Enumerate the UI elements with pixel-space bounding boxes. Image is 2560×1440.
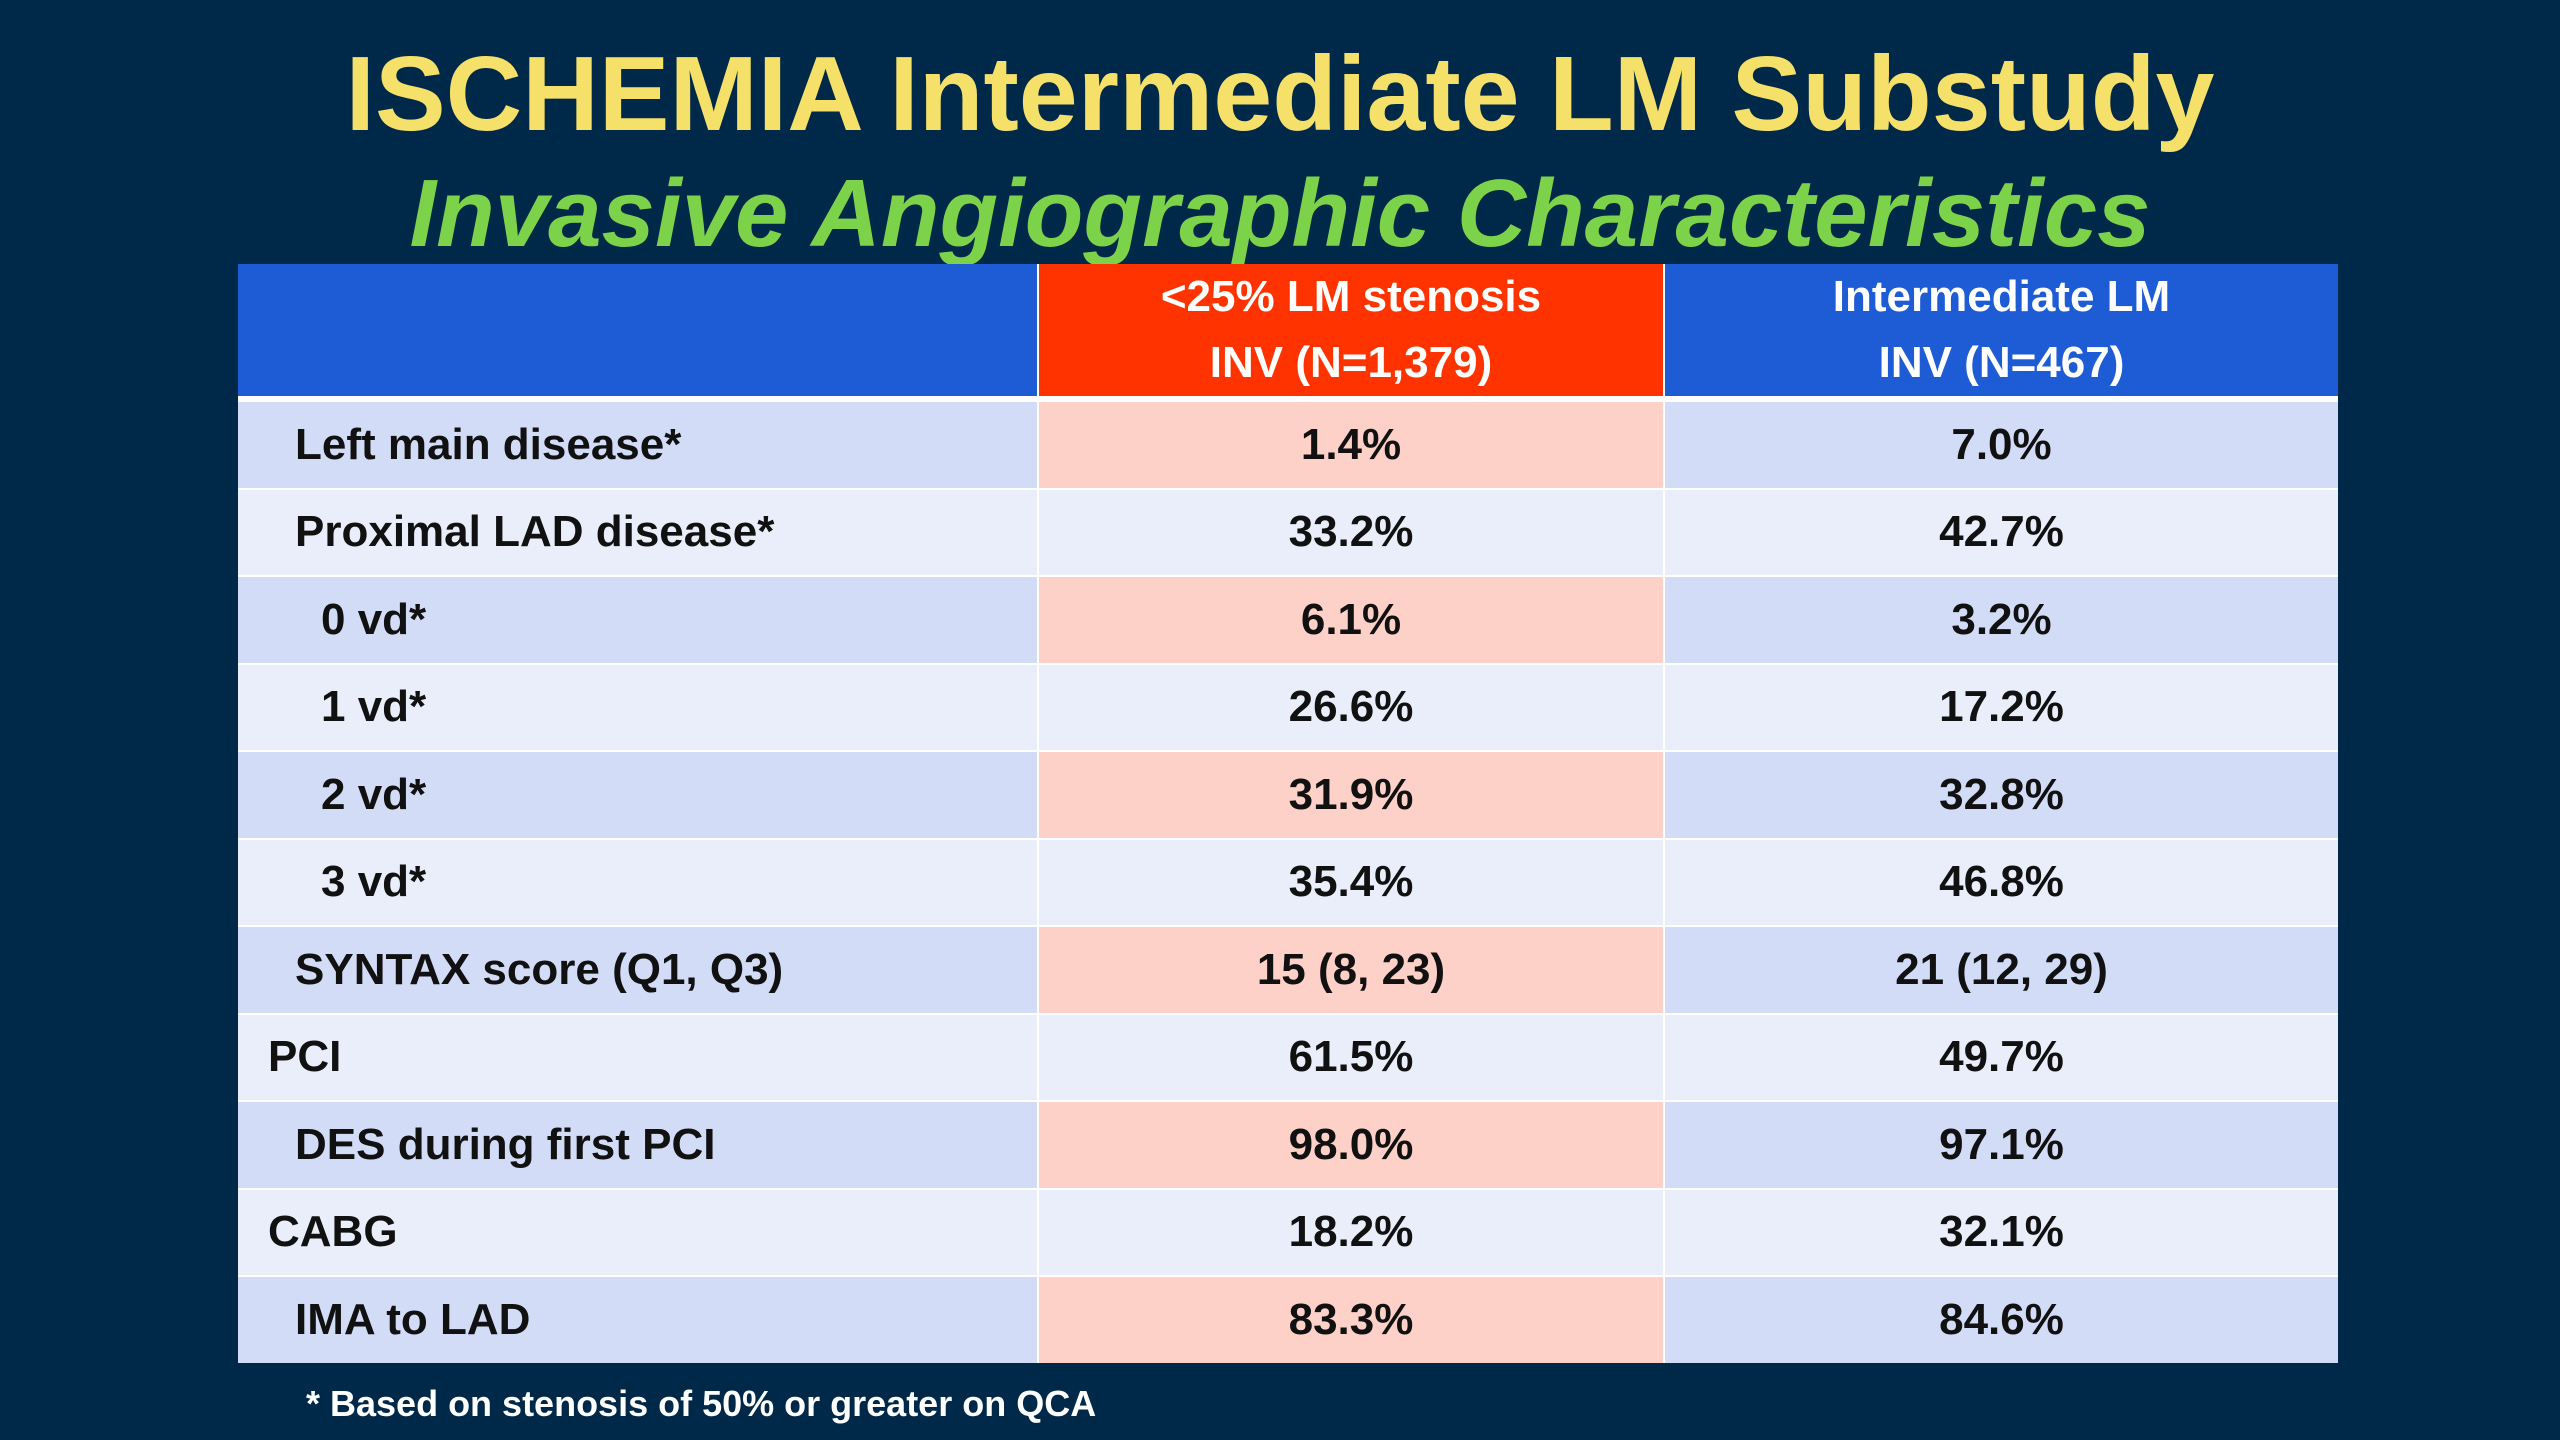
ref-value: 1.4% xyxy=(1038,398,1665,489)
ref-value: 31.9% xyxy=(1038,750,1665,839)
int-value: 42.7% xyxy=(1664,487,2338,576)
row-label: 1 vd* xyxy=(238,662,1039,751)
int-value: 17.2% xyxy=(1664,662,2338,751)
row-label: SYNTAX score (Q1, Q3) xyxy=(238,925,1039,1014)
slide-title: ISCHEMIA Intermediate LM Substudy xyxy=(345,35,2215,153)
int-value: 21 (12, 29) xyxy=(1664,925,2338,1014)
row-label: 0 vd* xyxy=(238,575,1039,664)
row-label: CABG xyxy=(238,1187,1039,1276)
table-row: CABG 18.2% 32.1% xyxy=(238,1187,2338,1276)
row-label: 3 vd* xyxy=(238,837,1039,926)
int-value: 32.8% xyxy=(1664,750,2338,839)
slide-subtitle: Invasive Angiographic Characteristics xyxy=(409,160,2151,267)
ref-value: 83.3% xyxy=(1038,1275,1665,1363)
row-label: IMA to LAD xyxy=(238,1275,1039,1363)
table-row: 2 vd* 31.9% 32.8% xyxy=(238,750,2338,839)
int-value: 7.0% xyxy=(1664,398,2338,489)
header-blank-cell xyxy=(238,264,1039,402)
int-value: 97.1% xyxy=(1664,1100,2338,1189)
header-int-group: Intermediate LM INV (N=467) xyxy=(1664,264,2338,402)
int-value: 84.6% xyxy=(1664,1275,2338,1363)
row-label: 2 vd* xyxy=(238,750,1039,839)
ref-value: 61.5% xyxy=(1038,1012,1665,1101)
table-header-row: <25% LM stenosis INV (N=1,379) Intermedi… xyxy=(238,264,2338,402)
footnote: * Based on stenosis of 50% or greater on… xyxy=(306,1383,1097,1424)
row-label: PCI xyxy=(238,1012,1039,1101)
ref-value: 33.2% xyxy=(1038,487,1665,576)
row-label: DES during first PCI xyxy=(238,1100,1039,1189)
table-row: IMA to LAD 83.3% 84.6% xyxy=(238,1275,2338,1363)
table-row: 0 vd* 6.1% 3.2% xyxy=(238,575,2338,664)
int-value: 49.7% xyxy=(1664,1012,2338,1101)
data-table-container: <25% LM stenosis INV (N=1,379) Intermedi… xyxy=(238,264,2338,1363)
int-value: 3.2% xyxy=(1664,575,2338,664)
ref-value: 26.6% xyxy=(1038,662,1665,751)
header-int-line2: INV (N=467) xyxy=(1878,338,2125,387)
ref-value: 98.0% xyxy=(1038,1100,1665,1189)
table-row: Proximal LAD disease* 33.2% 42.7% xyxy=(238,487,2338,576)
header-ref-line1: <25% LM stenosis xyxy=(1160,272,1542,321)
header-ref-group: <25% LM stenosis INV (N=1,379) xyxy=(1038,264,1665,402)
table-row: PCI 61.5% 49.7% xyxy=(238,1012,2338,1101)
ref-value: 15 (8, 23) xyxy=(1038,925,1665,1014)
table-row: SYNTAX score (Q1, Q3) 15 (8, 23) 21 (12,… xyxy=(238,925,2338,1014)
row-label: Proximal LAD disease* xyxy=(238,487,1039,576)
ref-value: 35.4% xyxy=(1038,837,1665,926)
row-label: Left main disease* xyxy=(238,398,1039,489)
header-int-line1: Intermediate LM xyxy=(1832,272,2171,321)
table-row: Left main disease* 1.4% 7.0% xyxy=(238,398,2338,489)
angiographic-characteristics-table: <25% LM stenosis INV (N=1,379) Intermedi… xyxy=(238,264,2338,1363)
table-row: 1 vd* 26.6% 17.2% xyxy=(238,662,2338,751)
table-row: DES during first PCI 98.0% 97.1% xyxy=(238,1100,2338,1189)
int-value: 46.8% xyxy=(1664,837,2338,926)
header-ref-line2: INV (N=1,379) xyxy=(1209,338,1493,387)
table-row: 3 vd* 35.4% 46.8% xyxy=(238,837,2338,926)
ref-value: 6.1% xyxy=(1038,575,1665,664)
int-value: 32.1% xyxy=(1664,1187,2338,1276)
ref-value: 18.2% xyxy=(1038,1187,1665,1276)
